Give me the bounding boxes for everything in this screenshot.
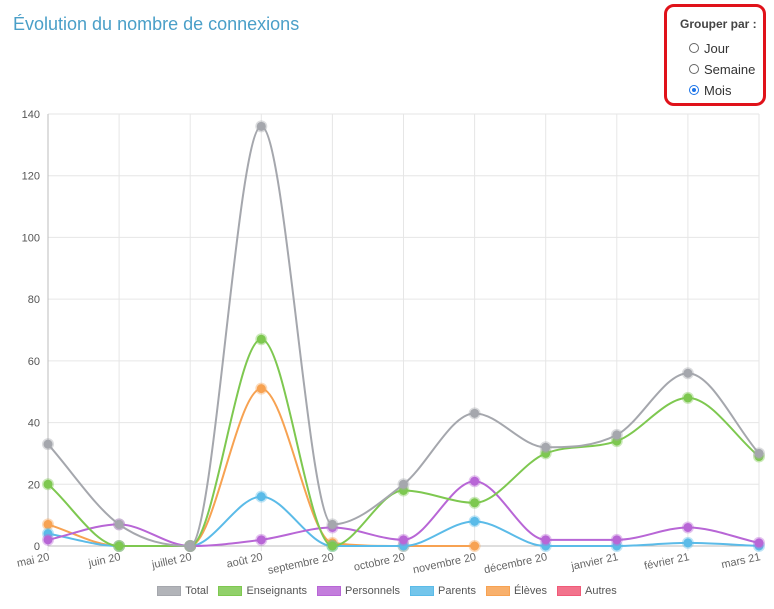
- legend-label: Parents: [438, 585, 476, 597]
- x-tick-label: novembre 20: [412, 551, 477, 576]
- data-point-enseignants: [326, 540, 339, 552]
- legend-swatch: [485, 586, 510, 596]
- data-point-enseignants: [681, 391, 694, 404]
- legend-label: Total: [185, 585, 209, 597]
- data-point-personnels: [753, 536, 765, 549]
- data-point-total: [113, 518, 126, 531]
- data-point-total: [468, 407, 481, 420]
- data-point-personnels: [681, 521, 694, 534]
- x-tick-label: août 20: [226, 551, 264, 570]
- y-tick-label: 60: [28, 356, 40, 368]
- x-tick-label: juin 20: [87, 551, 122, 570]
- x-tick-label: mai 20: [16, 551, 51, 570]
- data-point-personnels: [255, 533, 268, 546]
- y-tick-label: 20: [28, 479, 40, 491]
- x-tick-label: décembre 20: [483, 551, 548, 576]
- legend-item-enseignants[interactable]: Enseignants: [218, 585, 307, 597]
- data-point-total: [255, 120, 268, 133]
- radio-jour-control[interactable]: [689, 43, 699, 53]
- data-point-personnels: [42, 533, 54, 546]
- data-point-total: [539, 441, 552, 454]
- legend-item-parents[interactable]: Parents: [410, 585, 476, 597]
- y-tick-label: 0: [34, 541, 40, 553]
- data-point-personnels: [468, 475, 481, 488]
- data-point-total: [184, 540, 197, 552]
- data-point-total: [397, 478, 410, 491]
- data-point-enseignants: [113, 540, 126, 552]
- data-point-enseignants: [42, 478, 54, 491]
- y-tick-label: 140: [22, 109, 40, 121]
- legend-item-personnels[interactable]: Personnels: [317, 585, 400, 597]
- legend-item-eleves[interactable]: Élèves: [485, 585, 547, 597]
- legend-label: Autres: [585, 585, 617, 597]
- legend-item-autres[interactable]: Autres: [557, 585, 617, 597]
- x-tick-label: juillet 20: [150, 551, 193, 571]
- legend-swatch: [317, 586, 341, 596]
- legend-label: Enseignants: [246, 585, 307, 597]
- data-point-eleves: [255, 382, 268, 395]
- data-point-total: [681, 367, 694, 380]
- radio-mois[interactable]: Mois: [689, 81, 731, 99]
- radio-jour[interactable]: Jour: [689, 39, 729, 57]
- radio-mois-label: Mois: [704, 82, 732, 98]
- y-tick-label: 100: [22, 232, 40, 244]
- radio-semaine[interactable]: Semaine: [689, 60, 755, 78]
- y-tick-label: 120: [22, 171, 40, 183]
- x-tick-label: septembre 20: [267, 551, 335, 577]
- legend-swatch: [410, 586, 435, 596]
- legend-label: Élèves: [513, 585, 547, 597]
- data-point-parents: [255, 490, 268, 503]
- series-line-personnels: [47, 480, 760, 548]
- data-point-total: [42, 438, 54, 451]
- data-point-personnels: [539, 533, 552, 546]
- x-tick-label: mars 21: [720, 551, 761, 571]
- data-point-total: [753, 447, 765, 460]
- legend-swatch: [557, 586, 581, 596]
- legend-item-total[interactable]: Total: [157, 585, 208, 597]
- radio-jour-label: Jour: [704, 40, 730, 56]
- y-tick-label: 80: [28, 294, 40, 306]
- data-point-total: [326, 518, 339, 531]
- radio-semaine-control[interactable]: [689, 64, 699, 74]
- grouping-title: Grouper par :: [680, 17, 757, 31]
- x-tick-label: octobre 20: [353, 551, 406, 574]
- data-point-parents: [681, 536, 694, 549]
- radio-semaine-label: Semaine: [704, 61, 756, 77]
- data-point-enseignants: [255, 333, 268, 346]
- x-tick-label: janvier 21: [569, 551, 619, 573]
- x-tick-label: février 21: [643, 551, 690, 572]
- grouping-panel: Grouper par : Jour Semaine Mois: [664, 4, 766, 106]
- data-point-personnels: [610, 533, 623, 546]
- data-point-eleves: [42, 518, 54, 531]
- connections-line-chart: 0 20 40 60 80 100 120 140 mai 20 juin 20 juillet 2…: [16, 109, 765, 577]
- data-point-parents: [468, 515, 481, 528]
- chart-legend: Total Enseignants Personnels Parents Élèves A…: [0, 585, 774, 597]
- radio-mois-control[interactable]: [689, 85, 699, 95]
- legend-label: Personnels: [345, 585, 401, 597]
- data-point-personnels: [397, 533, 410, 546]
- legend-swatch: [157, 586, 182, 596]
- y-tick-label: 40: [28, 418, 40, 430]
- page-title: Évolution du nombre de connexions: [13, 14, 300, 34]
- legend-swatch: [218, 586, 243, 596]
- data-point-total: [610, 428, 623, 441]
- data-point-enseignants: [468, 496, 481, 509]
- data-point-eleves: [468, 540, 481, 552]
